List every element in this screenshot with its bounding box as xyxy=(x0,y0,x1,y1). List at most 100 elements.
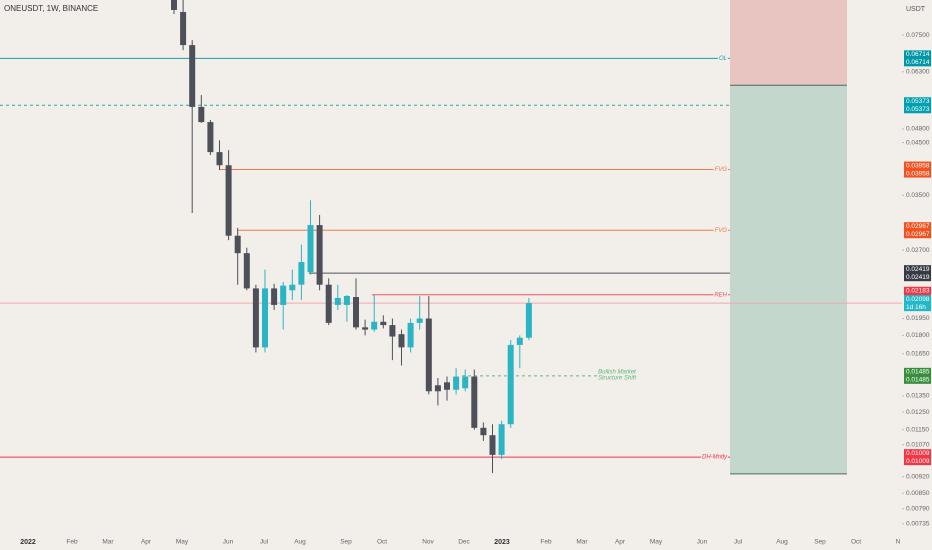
level-name: OL xyxy=(719,56,727,62)
candle-body xyxy=(198,106,205,123)
x-tick-label: Jul xyxy=(734,539,743,546)
candle-body xyxy=(516,337,523,345)
x-tick-label: Aug xyxy=(294,539,306,546)
position-profit-zone xyxy=(730,85,847,474)
candle-body xyxy=(180,11,187,46)
price-label: 0.06714 xyxy=(906,51,930,58)
candle-body xyxy=(407,322,414,348)
candle-body xyxy=(425,318,432,392)
price-label: 0.02419 xyxy=(906,266,930,273)
price-label-box xyxy=(904,295,931,312)
price-label: 0.01485 xyxy=(906,369,930,376)
candle-body xyxy=(362,327,369,330)
x-tick-label: 2022 xyxy=(20,539,36,546)
x-tick-label: N xyxy=(896,539,901,546)
candle-body xyxy=(207,122,214,153)
candle-body xyxy=(507,344,514,425)
price-label: 0.02967 xyxy=(906,223,930,230)
price-label: 0.02967 xyxy=(906,231,930,238)
candle-body xyxy=(416,318,423,323)
price-label: 0.03958 xyxy=(906,170,930,177)
candle-body xyxy=(389,325,396,337)
y-tick-label: 0.01800 xyxy=(906,332,930,339)
y-tick-label: 0.03500 xyxy=(906,192,930,199)
candle-body xyxy=(280,285,287,305)
x-tick-label: Jul xyxy=(260,539,269,546)
price-label: 0.06714 xyxy=(906,59,930,66)
price-label: 0.03958 xyxy=(906,162,930,169)
x-tick-label: Mar xyxy=(102,539,114,546)
axis-unit: USDT xyxy=(906,6,926,13)
y-tick-label: 0.02700 xyxy=(906,247,930,254)
price-label-box xyxy=(904,161,931,178)
price-label-box xyxy=(904,97,931,114)
candle-body xyxy=(343,296,350,305)
x-tick-label: May xyxy=(176,539,189,546)
price-label: 0.01009 xyxy=(906,450,930,457)
y-tick-label: 0.04500 xyxy=(906,139,930,146)
x-tick-label: Sep xyxy=(340,539,352,546)
candle-body xyxy=(298,262,305,285)
chart-title: ONEUSDT, 1W, BINANCE xyxy=(4,4,98,13)
candle-body xyxy=(325,284,332,323)
x-tick-label: Oct xyxy=(851,539,861,546)
candle-body xyxy=(353,296,359,328)
level-name: FVG xyxy=(715,167,728,173)
y-tick-label: 0.00735 xyxy=(906,521,930,528)
candle-body xyxy=(243,253,250,289)
price-label: 1d 16h xyxy=(906,304,926,311)
y-tick-label: 0.01650 xyxy=(906,350,930,357)
candle-body xyxy=(462,376,469,389)
price-label: 0.01485 xyxy=(906,377,930,384)
candle-body xyxy=(334,297,341,305)
candle-body xyxy=(434,385,441,392)
x-tick-label: Apr xyxy=(141,539,152,546)
x-tick-label: Jun xyxy=(223,539,234,546)
x-tick-label: Oct xyxy=(377,539,387,546)
candle-body xyxy=(171,0,177,10)
price-label: 0.02098 xyxy=(906,296,930,303)
price-label: 0.02183 xyxy=(906,287,930,294)
y-tick-label: 0.04800 xyxy=(906,126,930,133)
candle-body xyxy=(262,288,268,348)
price-label: 0.05373 xyxy=(906,98,930,105)
x-tick-label: May xyxy=(650,539,663,546)
x-tick-label: Feb xyxy=(540,539,552,546)
level-name: REH xyxy=(714,292,727,298)
y-tick-label: 0.06300 xyxy=(906,68,930,75)
price-label: 0.05373 xyxy=(906,106,930,113)
candle-body xyxy=(525,303,532,338)
candle-body xyxy=(444,382,450,390)
price-label-box xyxy=(904,367,931,384)
candle-body xyxy=(271,288,278,305)
candle-body xyxy=(480,427,487,436)
y-tick-label: 0.01950 xyxy=(906,315,930,322)
candle-body xyxy=(234,235,241,254)
price-label: 0.02419 xyxy=(906,274,930,281)
candle-body xyxy=(307,225,314,273)
price-label-box xyxy=(904,449,931,466)
price-label: 0.01009 xyxy=(906,458,930,465)
y-tick-label: 0.01350 xyxy=(906,393,930,400)
y-tick-label: 0.00790 xyxy=(906,505,930,512)
candle-body xyxy=(252,288,259,348)
candle-body xyxy=(216,152,223,166)
x-tick-label: Feb xyxy=(66,539,78,546)
x-tick-label: 2023 xyxy=(494,539,510,546)
x-tick-label: Dec xyxy=(458,539,470,546)
candle-body xyxy=(380,321,387,326)
candle-body xyxy=(489,435,496,455)
level-note: Structure Shift xyxy=(598,375,636,381)
y-tick-label: 0.00850 xyxy=(906,490,930,497)
y-tick-label: 0.07500 xyxy=(906,32,930,39)
y-tick-label: 0.01250 xyxy=(906,409,930,416)
candle-body xyxy=(471,376,478,428)
x-tick-label: Mar xyxy=(576,539,588,546)
x-tick-label: Jun xyxy=(697,539,708,546)
x-tick-label: Aug xyxy=(776,539,788,546)
y-tick-label: 0.01150 xyxy=(906,426,929,433)
